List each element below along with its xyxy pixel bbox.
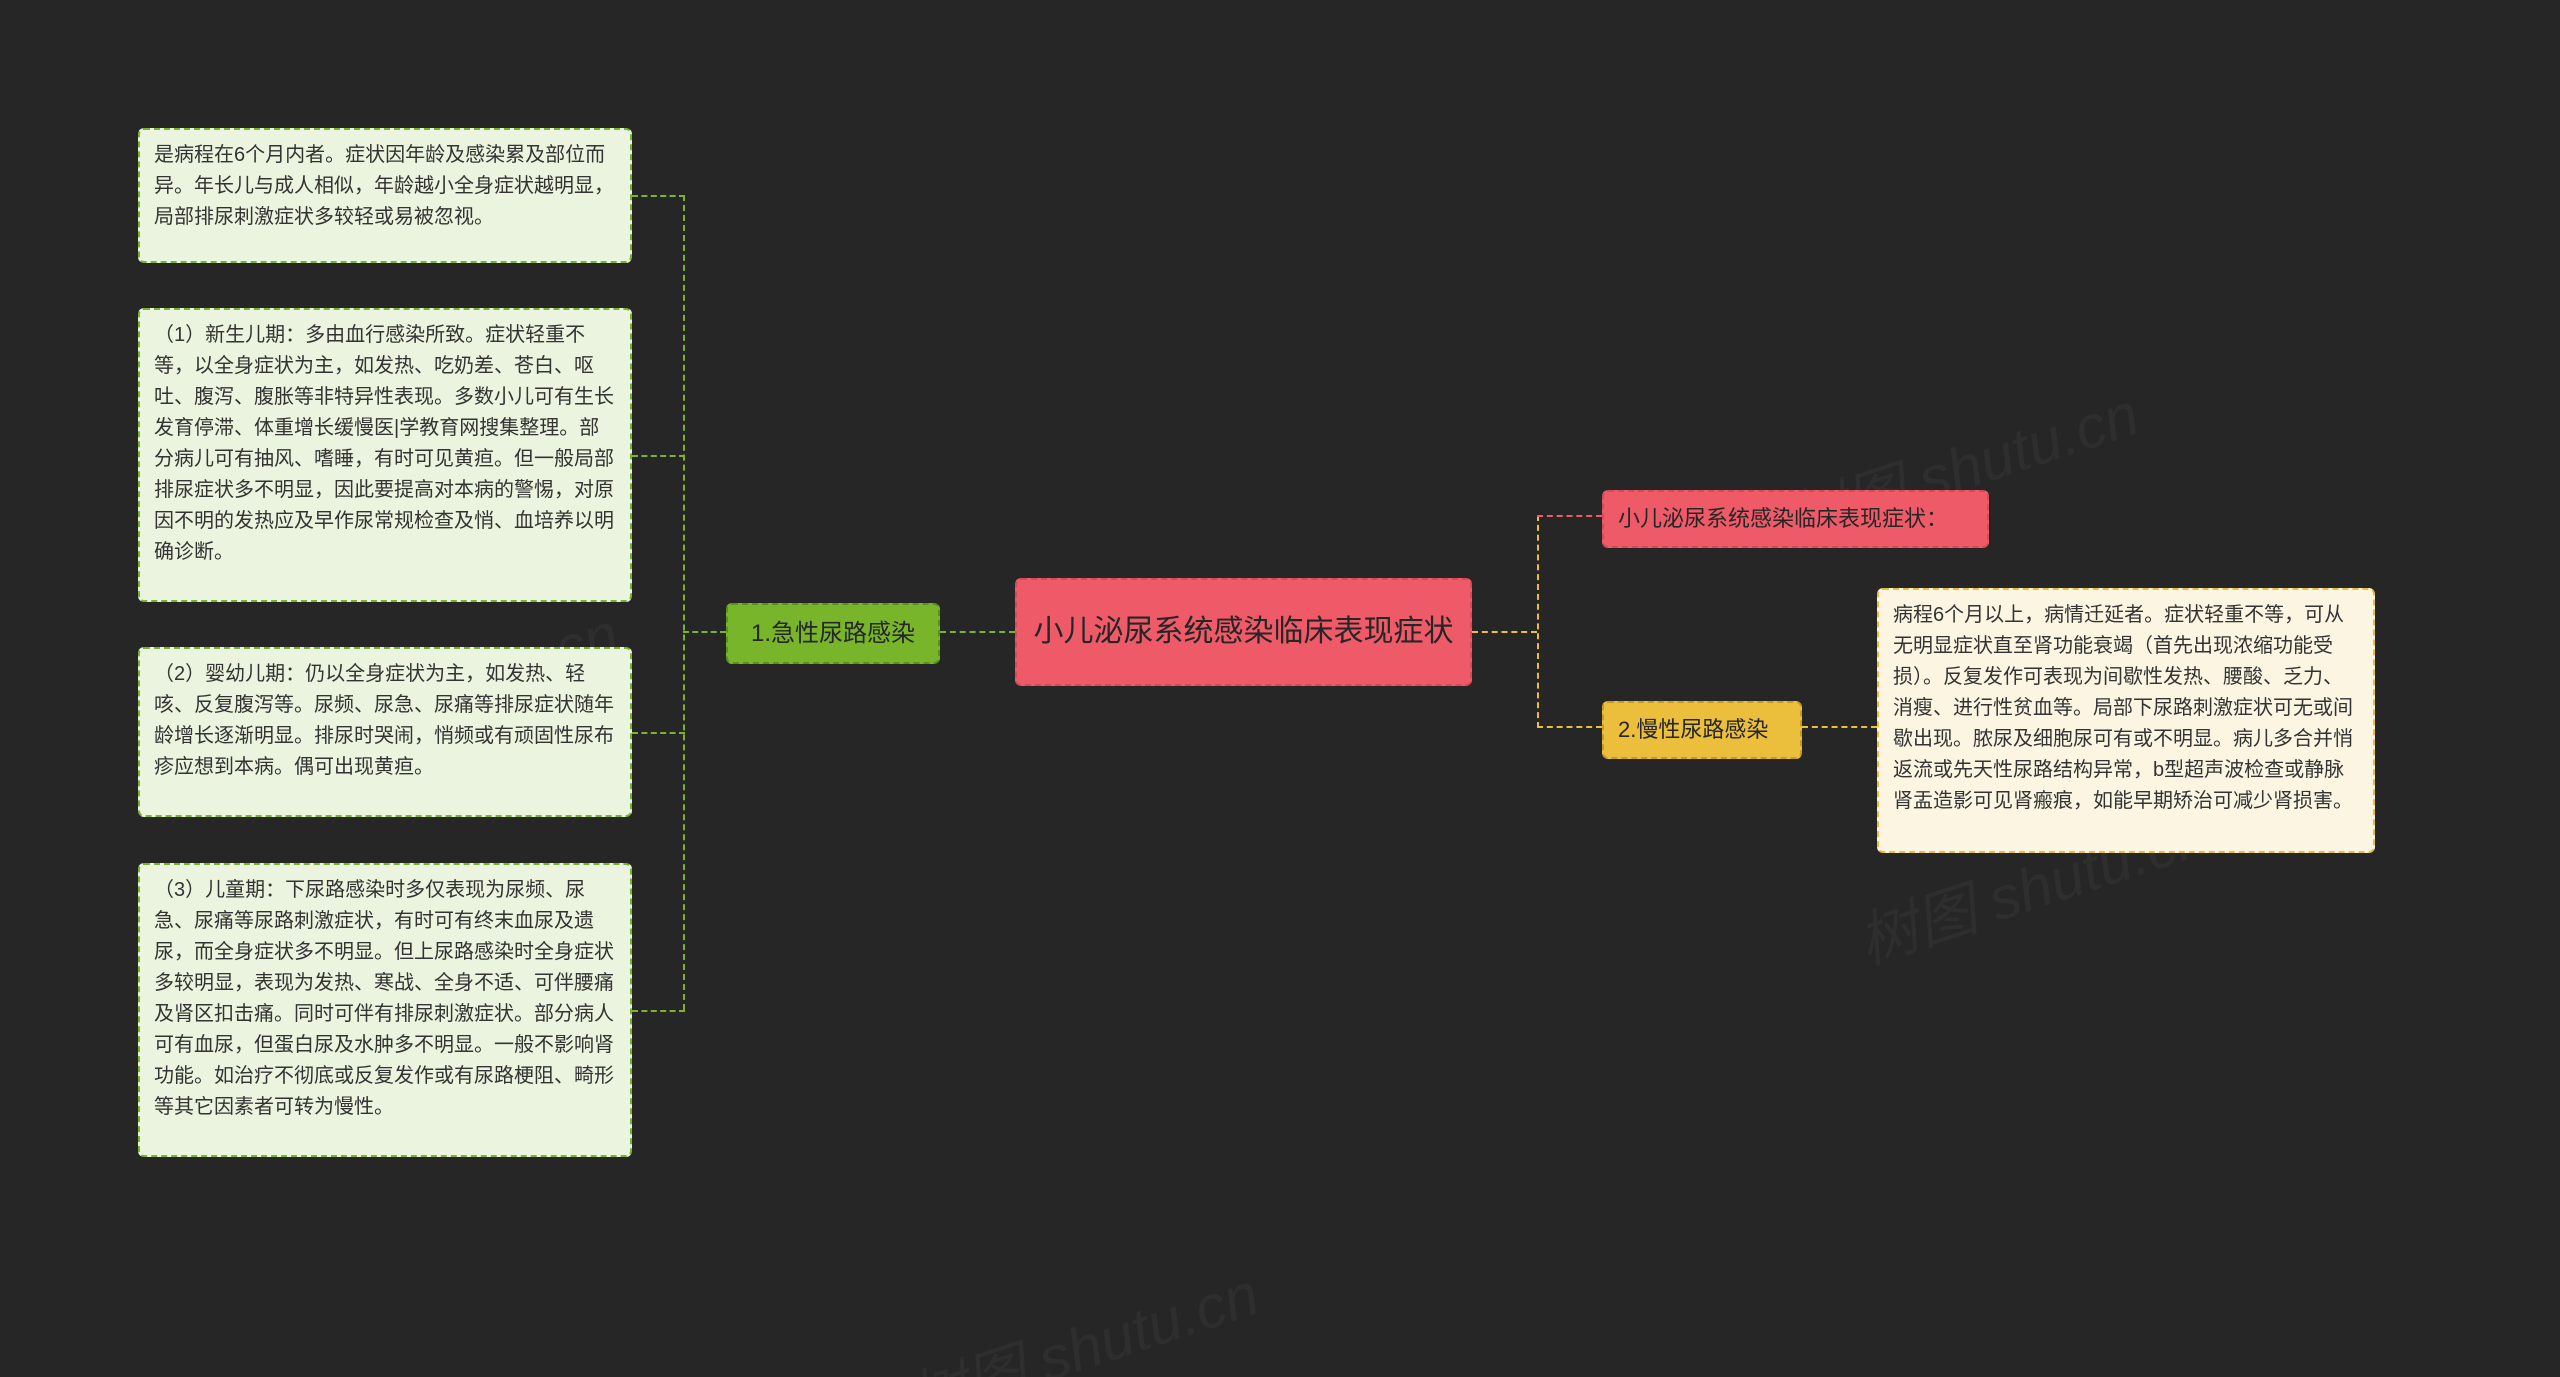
leaf-acute-infant-text: （2）婴幼儿期：仍以全身症状为主，如发热、轻咳、反复腹泻等。尿频、尿急、尿痛等排… [154,663,614,778]
connector [1537,515,1602,517]
connector [1537,726,1602,728]
watermark: 树图 shutu.cn [895,1246,1268,1377]
connector [632,732,685,734]
leaf-chronic-detail-text: 病程6个月以上，病情迁延者。症状轻重不等，可从无明显症状直至肾功能衰竭（首先出现… [1893,604,2353,812]
leaf-acute-newborn[interactable]: （1）新生儿期：多由血行感染所致。症状轻重不等，以全身症状为主，如发热、吃奶差、… [138,308,632,602]
branch-acute[interactable]: 1.急性尿路感染 [726,603,940,664]
branch-chronic[interactable]: 2.慢性尿路感染 [1602,701,1802,759]
branch-acute-text: 1.急性尿路感染 [751,615,915,652]
leaf-acute-child[interactable]: （3）儿童期：下尿路感染时多仅表现为尿频、尿急、尿痛等尿路刺激症状，有时可有终末… [138,863,632,1157]
leaf-chronic-detail[interactable]: 病程6个月以上，病情迁延者。症状轻重不等，可从无明显症状直至肾功能衰竭（首先出现… [1877,588,2375,853]
leaf-acute-overview-text: 是病程在6个月内者。症状因年龄及感染累及部位而异。年长儿与成人相似，年龄越小全身… [154,144,614,228]
branch-chronic-text: 2.慢性尿路感染 [1618,717,1768,742]
leaf-acute-infant[interactable]: （2）婴幼儿期：仍以全身症状为主，如发热、轻咳、反复腹泻等。尿频、尿急、尿痛等排… [138,647,632,817]
leaf-acute-newborn-text: （1）新生儿期：多由血行感染所致。症状轻重不等，以全身症状为主，如发热、吃奶差、… [154,324,614,563]
center-topic-text: 小儿泌尿系统感染临床表现症状 [1034,609,1454,656]
connector [1537,515,1539,728]
branch-symptoms-title[interactable]: 小儿泌尿系统感染临床表现症状： [1602,490,1989,548]
connector [1472,631,1537,633]
leaf-acute-overview[interactable]: 是病程在6个月内者。症状因年龄及感染累及部位而异。年长儿与成人相似，年龄越小全身… [138,128,632,263]
mindmap-canvas: 树图 shutu.cn 树图 shutu.cn 树图 shutu.cn 树图 s… [0,0,2560,1377]
connector [632,455,685,457]
connector [940,631,1015,633]
connector [632,1010,685,1012]
branch-symptoms-title-text: 小儿泌尿系统感染临床表现症状： [1618,506,1948,531]
connector [683,631,726,633]
leaf-acute-child-text: （3）儿童期：下尿路感染时多仅表现为尿频、尿急、尿痛等尿路刺激症状，有时可有终末… [154,879,614,1118]
connector [1802,726,1877,728]
connector [632,195,685,197]
center-topic[interactable]: 小儿泌尿系统感染临床表现症状 [1015,578,1472,686]
connector [683,195,685,1010]
